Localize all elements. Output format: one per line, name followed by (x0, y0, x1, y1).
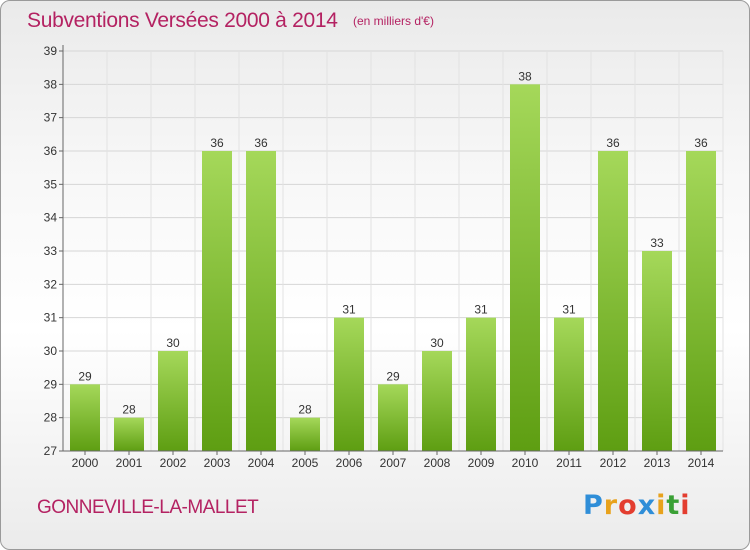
commune-name: GONNEVILLE-LA-MALLET (37, 497, 259, 518)
data-label-2002: 30 (166, 336, 180, 350)
data-label-2007: 29 (386, 369, 400, 383)
x-tick-label-2011: 2011 (556, 456, 582, 470)
data-label-2013: 33 (650, 236, 664, 250)
logo-letter: t (666, 490, 681, 521)
bar-2012 (598, 151, 628, 451)
y-tick-label: 29 (44, 377, 58, 391)
bar-2005 (290, 417, 320, 451)
data-label-2010: 38 (518, 69, 532, 83)
x-tick-label-2002: 2002 (160, 456, 187, 470)
bar-2002 (158, 351, 188, 451)
bar-2003 (202, 151, 232, 451)
logo-letter: x (637, 490, 657, 521)
bar-2000 (70, 384, 100, 451)
bar-2006 (334, 317, 364, 451)
y-tick-label: 36 (44, 144, 58, 158)
bar-2001 (114, 417, 144, 451)
bar-2010 (510, 84, 540, 451)
x-tick-label-2007: 2007 (380, 456, 407, 470)
y-tick-label: 31 (44, 311, 58, 325)
bar-2008 (422, 351, 452, 451)
bar-2013 (642, 251, 672, 451)
x-tick-label-2010: 2010 (512, 456, 539, 470)
axes: 27 28 29 30 31 32 33 34 35 36 37 38 39 2000 2001 2002 20… (44, 44, 723, 470)
unit-note: (en milliers d'€) (353, 14, 434, 28)
logo-letter: P (583, 490, 604, 521)
y-tick-label: 32 (44, 277, 58, 291)
chart-title: Subventions Versées 2000 à 2014 (27, 9, 338, 32)
logo-letter: r (603, 490, 619, 521)
x-tick-label-2003: 2003 (204, 456, 231, 470)
data-label-2005: 28 (298, 403, 312, 417)
data-label-2006: 31 (342, 303, 356, 317)
data-label-2014: 36 (694, 136, 708, 150)
data-label-2003: 36 (210, 136, 224, 150)
bar-2009 (466, 317, 496, 451)
bar-2014 (686, 151, 716, 451)
y-tick-label: 38 (44, 77, 58, 91)
data-label-2008: 30 (430, 336, 444, 350)
y-tick-label: 34 (44, 211, 58, 225)
x-tick-label-2004: 2004 (248, 456, 275, 470)
y-tick-label: 30 (44, 344, 58, 358)
bars: 29 28 30 36 36 28 31 29 30 31 38 31 36 33 36 (70, 69, 716, 451)
x-tick-label-2006: 2006 (336, 456, 363, 470)
y-tick-label: 28 (44, 411, 58, 425)
bar-2011 (554, 317, 584, 451)
x-tick-label-2012: 2012 (600, 456, 627, 470)
y-tick-label: 39 (44, 44, 58, 58)
y-tick-label: 35 (44, 177, 58, 191)
data-label-2001: 28 (122, 403, 136, 417)
data-label-2011: 31 (562, 303, 576, 317)
y-tick-label: 33 (44, 244, 58, 258)
y-tick-label: 37 (44, 111, 58, 125)
x-tick-label-2008: 2008 (424, 456, 451, 470)
bar-2007 (378, 384, 408, 451)
data-label-2000: 29 (78, 369, 92, 383)
data-label-2012: 36 (606, 136, 620, 150)
logo-letter: i (656, 490, 667, 521)
x-tick-label-2001: 2001 (116, 456, 143, 470)
logo-letter: o (618, 490, 638, 521)
bar-2004 (246, 151, 276, 451)
x-tick-label-2005: 2005 (292, 456, 319, 470)
proxiti-logo[interactable]: Proxiti (583, 490, 691, 521)
y-tick-label: 27 (44, 444, 58, 458)
x-tick-label-2000: 2000 (72, 456, 99, 470)
data-label-2009: 31 (474, 303, 488, 317)
data-label-2004: 36 (254, 136, 268, 150)
x-tick-label-2009: 2009 (468, 456, 495, 470)
x-tick-label-2013: 2013 (644, 456, 671, 470)
x-tick-label-2014: 2014 (688, 456, 715, 470)
logo-letter: i (680, 490, 691, 521)
